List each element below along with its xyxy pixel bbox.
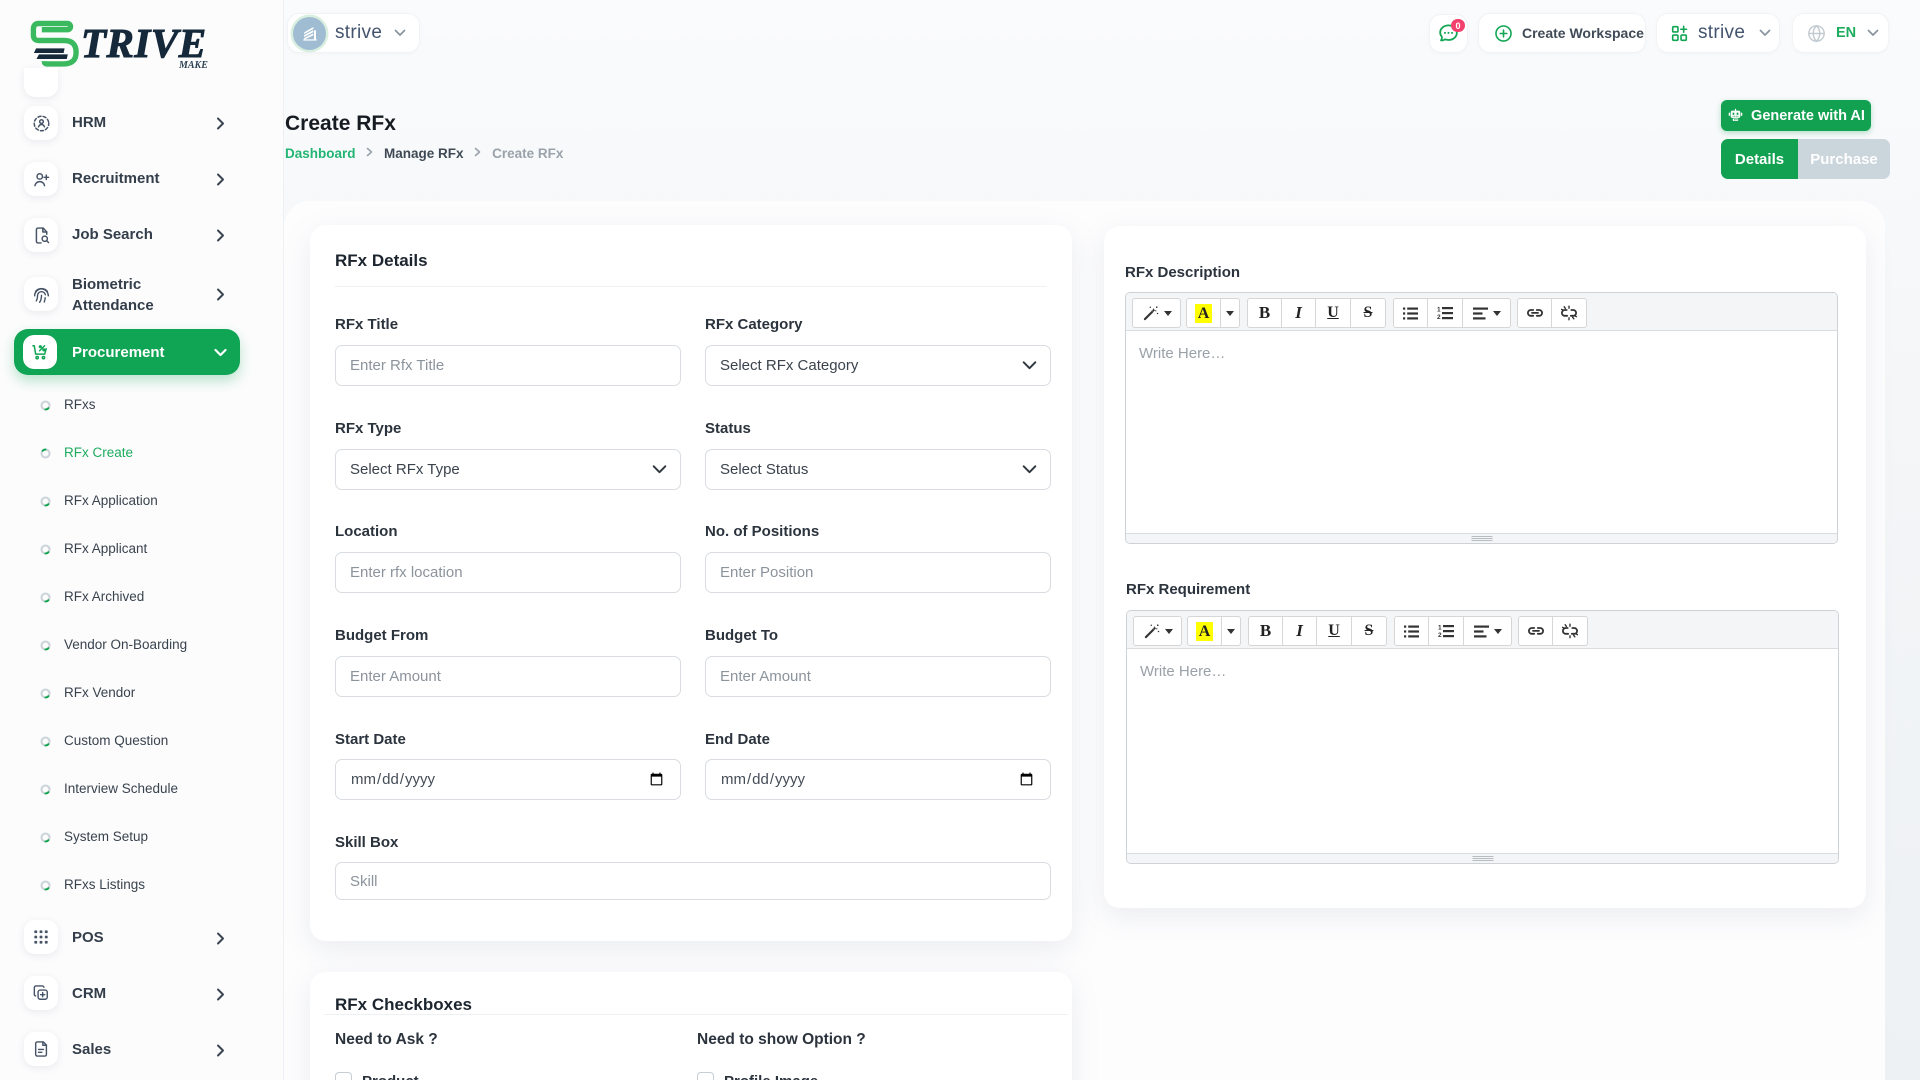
svg-text:MAKE: MAKE [178, 60, 208, 71]
svg-text:2: 2 [1438, 632, 1442, 638]
svg-text:2: 2 [1437, 314, 1441, 320]
svg-text:TRIVE: TRIVE [81, 20, 207, 66]
svg-text:1: 1 [1437, 307, 1441, 314]
svg-text:1: 1 [1438, 625, 1442, 632]
